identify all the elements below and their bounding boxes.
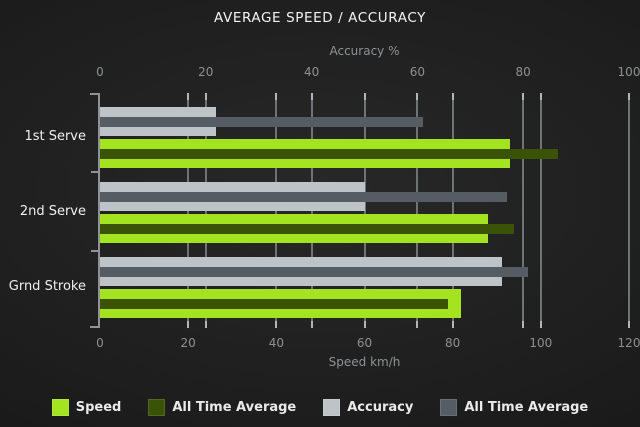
bar-accuracy-alltime bbox=[100, 117, 423, 127]
legend-item: All Time Average bbox=[148, 398, 297, 416]
gridline bbox=[452, 93, 454, 328]
gridline bbox=[522, 93, 524, 328]
top-axis-tick-label: 40 bbox=[303, 65, 320, 79]
top-axis-tick-label: 0 bbox=[96, 65, 104, 79]
bar-accuracy-alltime bbox=[100, 192, 508, 202]
legend-swatch bbox=[148, 398, 166, 416]
bottom-axis-title: Speed km/h bbox=[328, 355, 401, 369]
bottom-axis-tick-label: 80 bbox=[445, 336, 461, 350]
gridline bbox=[628, 93, 630, 328]
top-axis-tick-label: 100 bbox=[617, 65, 640, 79]
legend-label: Speed bbox=[75, 399, 122, 415]
bottom-axis-tick-label: 60 bbox=[356, 336, 373, 350]
bottom-axis-tick-label: 20 bbox=[180, 336, 196, 350]
bottom-axis-tick-label: 40 bbox=[268, 336, 284, 350]
category-label: 1st Serve bbox=[24, 129, 86, 144]
bar-accuracy-alltime bbox=[100, 267, 529, 277]
bar-speed-alltime bbox=[100, 149, 559, 159]
category-tick bbox=[91, 250, 100, 252]
category-label: 2nd Serve bbox=[19, 204, 86, 219]
legend-item: Speed bbox=[51, 398, 122, 416]
bar-speed-alltime bbox=[100, 299, 449, 309]
legend-swatch bbox=[323, 398, 341, 416]
top-axis-tick-label: 80 bbox=[515, 65, 531, 79]
bottom-axis-tick-label: 120 bbox=[617, 336, 640, 350]
legend-label: Accuracy bbox=[347, 399, 414, 415]
chart-title: AVERAGE SPEED / ACCURACY bbox=[214, 10, 426, 26]
axis-spine bbox=[98, 93, 100, 328]
top-axis-tick-label: 60 bbox=[409, 65, 426, 79]
bottom-axis-tick-label: 0 bbox=[96, 336, 104, 350]
gridline bbox=[416, 93, 418, 328]
gridline bbox=[364, 93, 366, 328]
legend-item: Accuracy bbox=[323, 398, 414, 416]
top-axis-title: Accuracy % bbox=[329, 44, 400, 58]
bottom-axis-tick-label: 100 bbox=[529, 336, 553, 350]
legend-label: All Time Average bbox=[464, 399, 589, 415]
gridline bbox=[540, 93, 542, 328]
axis-top-cap bbox=[90, 93, 100, 95]
category-tick bbox=[91, 171, 100, 173]
legend-swatch bbox=[51, 398, 69, 416]
legend: Speed All Time Average Accuracy All Time Av… bbox=[0, 396, 640, 418]
legend-swatch bbox=[440, 398, 458, 416]
bar-speed-alltime bbox=[100, 224, 515, 234]
legend-label: All Time Average bbox=[172, 399, 297, 415]
legend-item: All Time Average bbox=[440, 398, 589, 416]
top-axis-tick-label: 20 bbox=[198, 65, 214, 79]
axis-bottom-cap bbox=[90, 326, 100, 328]
category-label: Grnd Stroke bbox=[8, 279, 86, 294]
